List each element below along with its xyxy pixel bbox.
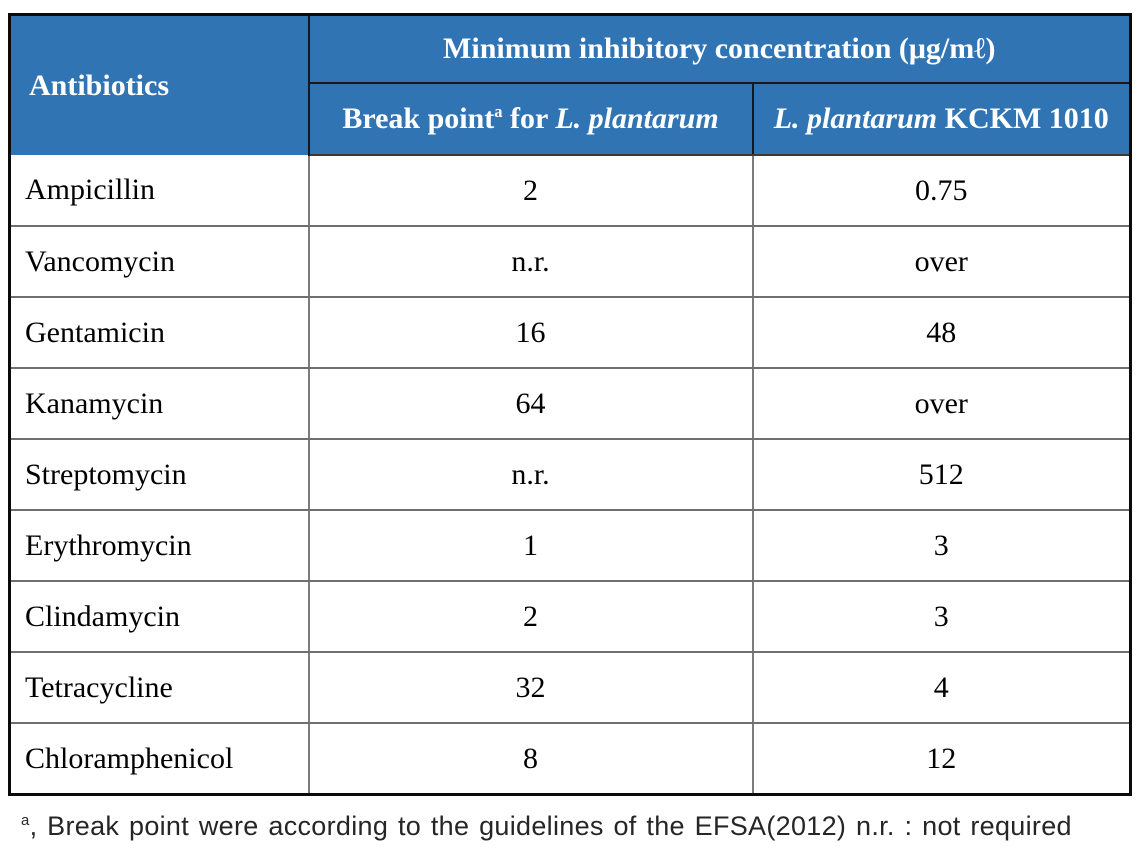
table-row: Ampicillin 2 0.75 [9,155,1131,227]
antibiotic-name-cell: Tetracycline [9,652,310,724]
break-point-value-cell: 32 [308,652,754,724]
strain-id: KCKM 1010 [937,102,1109,135]
species-name: L. plantarum [773,102,938,135]
footnote-marker: a [21,813,30,829]
antibiotic-name-cell: Gentamicin [9,297,310,369]
mic-value-cell: over [752,226,1131,298]
antibiotic-name-cell: Vancomycin [9,226,310,298]
table-row: Gentamicin 16 48 [9,297,1131,369]
table-row: Erythromycin 1 3 [9,510,1131,582]
break-point-value-cell: 16 [308,297,754,369]
antibiotic-name-cell: Chloramphenicol [9,723,310,795]
antibiotics-column-header: Antibiotics [9,14,310,155]
table-row: Chloramphenicol 8 12 [9,723,1131,795]
break-point-label-mid: for [502,102,556,135]
mic-value-cell: 512 [752,439,1131,511]
table-row: Vancomycin n.r. over [9,226,1131,298]
header-row-top: Antibiotics Minimum inhibitory concentra… [9,14,1131,155]
table-footnote: a, Break point were according to the gui… [21,811,1131,842]
strain-column-header: L. plantarum KCKM 1010 [752,83,1131,156]
antibiotic-name-cell: Clindamycin [9,581,310,653]
table-body: Ampicillin 2 0.75 Vancomycin n.r. over G… [9,155,1131,795]
mic-value-cell: 12 [752,723,1131,795]
break-point-value-cell: n.r. [308,226,754,298]
table-row: Streptomycin n.r. 512 [9,439,1131,511]
table-row: Clindamycin 2 3 [9,581,1131,653]
break-point-value-cell: 64 [308,368,754,440]
break-point-value-cell: 8 [308,723,754,795]
mic-value-cell: over [752,368,1131,440]
antibiotic-name-cell: Ampicillin [9,155,310,227]
table-header: Antibiotics Minimum inhibitory concentra… [9,14,1131,156]
antibiotic-name-cell: Streptomycin [9,439,310,511]
mic-value-cell: 4 [752,652,1131,724]
footnote-text: , Break point were according to the guid… [29,811,1072,841]
break-point-value-cell: 2 [308,581,754,653]
break-point-value-cell: 1 [308,510,754,582]
mic-value-cell: 48 [752,297,1131,369]
mic-group-header: Minimum inhibitory concentration (μg/mℓ) [308,14,1131,84]
header-row-sub: Break pointa for L. plantarum L. plantar… [10,83,1131,156]
mic-value-cell: 0.75 [752,155,1131,227]
species-name: L. plantarum [555,102,719,135]
break-point-footnote-marker: a [494,102,503,121]
break-point-value-cell: n.r. [308,439,754,511]
antibiotic-name-cell: Kanamycin [9,368,310,440]
break-point-label: Break point [342,102,495,135]
mic-value-cell: 3 [752,581,1131,653]
table-row: Kanamycin 64 over [9,368,1131,440]
antibiotic-name-cell: Erythromycin [9,510,310,582]
table-row: Tetracycline 32 4 [9,652,1131,724]
break-point-column-header: Break pointa for L. plantarum [308,83,754,156]
break-point-value-cell: 2 [308,155,754,227]
mic-value-cell: 3 [752,510,1131,582]
mic-table: Antibiotics Minimum inhibitory concentra… [8,13,1132,796]
